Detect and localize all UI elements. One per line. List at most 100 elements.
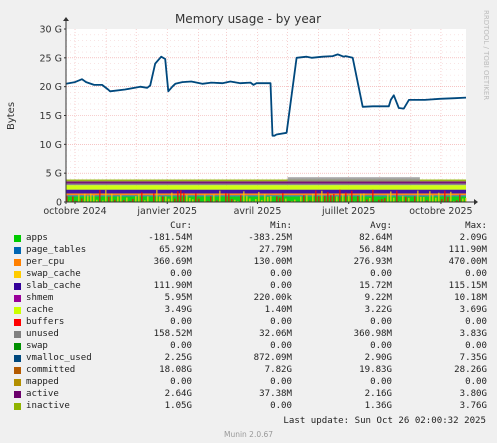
legend-max: 3.69G	[459, 305, 487, 315]
stack-spike	[294, 199, 296, 202]
stack-spike	[318, 196, 320, 202]
stack-spike	[165, 196, 167, 202]
legend-avg: 276.93M	[353, 257, 392, 267]
stack-spike	[237, 200, 239, 202]
legend-name: committed	[26, 365, 76, 375]
stack-spike	[447, 197, 449, 202]
stack-band-cache	[66, 185, 466, 190]
munin-version: Munin 2.0.67	[223, 430, 274, 439]
stack-spike	[321, 190, 323, 202]
stack-spike	[159, 196, 161, 202]
y-tick-label: 5 G	[46, 169, 62, 180]
legend-name: swap_cache	[26, 269, 81, 279]
legend-min: 0.00	[270, 281, 292, 291]
legend-max: 115.15M	[448, 281, 487, 291]
stack-spike	[441, 199, 443, 202]
stack-spike	[69, 200, 71, 202]
stack-spike	[177, 191, 179, 202]
stack-spike	[366, 199, 368, 202]
stack-spike	[399, 200, 401, 202]
stack-spike	[336, 196, 338, 202]
legend-avg: 0.00	[370, 341, 392, 351]
legend-cur: 2.64G	[164, 389, 192, 399]
legend-header-min: Min:	[270, 221, 292, 231]
legend-avg: 56.84M	[359, 245, 392, 255]
legend-min: 220.00k	[253, 293, 292, 303]
y-tick-label: 20 G	[40, 82, 62, 93]
legend-row-shmem: shmem 5.95M 220.00k 9.22M 10.18M	[12, 293, 490, 305]
stack-spike	[153, 193, 155, 202]
legend-swatch	[14, 307, 21, 314]
stack-spike	[453, 200, 455, 202]
stack-spike	[126, 197, 128, 202]
legend-name: per_cpu	[26, 257, 65, 267]
legend-max: 2.09G	[459, 233, 487, 243]
legend-row-committed: committed 18.08G 7.82G 19.83G 28.26G	[12, 365, 490, 377]
legend-avg: 0.00	[370, 269, 392, 279]
stack-spike	[426, 200, 428, 202]
stack-spike	[132, 198, 134, 202]
legend-min: 130.00M	[253, 257, 292, 267]
legend-swatch	[14, 379, 21, 386]
legend-name: cache	[26, 305, 54, 315]
legend-swatch	[14, 235, 21, 242]
stack-spike	[228, 193, 230, 202]
stack-spike	[186, 194, 188, 202]
legend-name: page_tables	[26, 245, 87, 255]
y-tick-label: 0	[56, 198, 62, 209]
memory-usage-chart: 0 5 G 10 G 15 G 20 G 25 G 30 G octobre 2024 janv…	[0, 0, 497, 221]
rrdtool-credit: RRDTOOL / TOBI OETIKER	[482, 10, 490, 100]
stack-spike	[351, 190, 353, 202]
stack-spike	[156, 189, 158, 202]
legend-row-slab_cache: slab_cache 111.90M 0.00 15.72M 115.15M	[12, 281, 490, 293]
stack-spike	[246, 195, 248, 202]
legend-min: 0.00	[270, 317, 292, 327]
legend-cur: 111.90M	[153, 281, 192, 291]
stack-spike	[303, 195, 305, 202]
stack-band-unused	[66, 183, 466, 186]
legend-row-page_tables: page_tables 65.92M 27.79M 56.84M 111.90M	[12, 245, 490, 257]
legend-swatch	[14, 367, 21, 374]
stack-spike	[84, 193, 86, 202]
stack-spike	[276, 196, 278, 202]
stack-spike	[144, 200, 146, 202]
stack-spike	[162, 196, 164, 202]
legend-cur: 158.52M	[153, 329, 192, 339]
stack-spike	[396, 190, 398, 202]
legend-min: 27.79M	[259, 245, 292, 255]
stack-spike	[345, 192, 347, 202]
legend-name: shmem	[26, 293, 54, 303]
stack-spike	[147, 196, 149, 202]
stack-spike	[291, 200, 293, 202]
stack-spike	[123, 200, 125, 202]
stack-spike	[327, 192, 329, 202]
stack-spike	[102, 200, 104, 202]
stack-spike	[249, 198, 251, 202]
legend-avg: 0.00	[370, 377, 392, 387]
stack-spike	[207, 200, 209, 202]
stack-spike	[240, 195, 242, 202]
legend-row-apps: apps -181.54M -383.25M 82.64M 2.09G	[12, 233, 490, 245]
legend-max: 0.00	[465, 341, 487, 351]
legend-cur: 0.00	[170, 341, 192, 351]
stack-spike	[333, 193, 335, 202]
stack-spike	[402, 195, 404, 202]
legend-header-row: Cur: Min: Avg: Max:	[12, 221, 490, 233]
stack-spike	[108, 196, 110, 202]
stack-spike	[414, 196, 416, 202]
stack-spike	[234, 199, 236, 202]
stack-spike	[261, 199, 263, 202]
legend-swatch	[14, 319, 21, 326]
stack-spike	[378, 199, 380, 202]
legend-min: 0.00	[270, 269, 292, 279]
stack-spike	[393, 197, 395, 202]
legend-swatch	[14, 331, 21, 338]
stack-spike	[87, 195, 89, 202]
stack-spike	[99, 190, 101, 202]
stack-spike	[210, 196, 212, 202]
stack-spike	[408, 197, 410, 202]
series-committed-line	[65, 53, 467, 137]
legend-row-vmalloc_used: vmalloc_used 2.25G 872.09M 2.90G 7.35G	[12, 353, 490, 365]
legend-max: 28.26G	[454, 365, 487, 375]
legend-name: mapped	[26, 377, 59, 387]
